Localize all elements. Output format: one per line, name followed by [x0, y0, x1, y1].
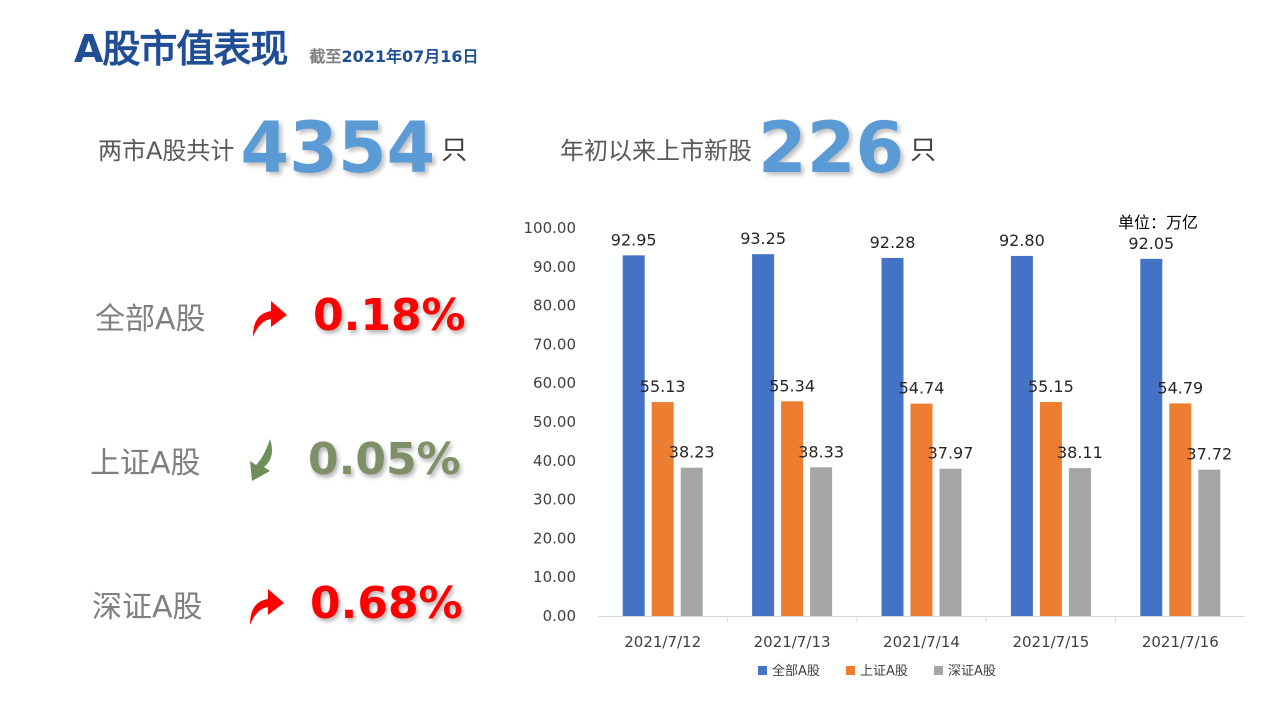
bar [910, 403, 933, 616]
bar [1140, 258, 1163, 616]
legend: 全部A股 上证A股 深证A股 [758, 663, 996, 679]
index-name: 深证A股 [92, 589, 203, 625]
data-label: 92.28 [870, 233, 916, 252]
y-tick-label: 90.00 [533, 258, 576, 276]
unit-label: 单位：万亿 [1118, 213, 1198, 232]
data-label: 38.11 [1057, 443, 1103, 462]
data-label: 93.25 [740, 229, 786, 248]
data-label: 55.13 [640, 377, 686, 396]
data-label: 37.97 [928, 444, 974, 463]
index-change: 0.05% [308, 434, 461, 485]
data-label: 54.79 [1157, 378, 1203, 397]
y-tick-label: 50.00 [533, 413, 576, 431]
stat-unit: 只 [910, 135, 937, 166]
subtitle-prefix: 截至 [309, 47, 342, 66]
bar [651, 402, 674, 616]
index-row-shanghai: 上证A股 0.05% [90, 434, 461, 485]
stat-unit: 只 [441, 135, 468, 166]
bar [1068, 468, 1091, 616]
bar [939, 468, 962, 616]
legend-swatch [758, 666, 767, 675]
market-cap-bar-chart: 0.00 10.00 20.00 30.00 40.00 50.00 60.00 70.00 8… [524, 213, 1245, 679]
data-label: 55.15 [1028, 377, 1074, 396]
legend-swatch [846, 666, 855, 675]
y-tick-label: 100.00 [524, 219, 577, 237]
subtitle-date: 2021年07月16日 [341, 47, 479, 66]
y-tick-label: 30.00 [533, 491, 576, 509]
curved-up-arrow-icon [253, 300, 287, 337]
bar [881, 257, 904, 616]
y-tick-label: 0.00 [543, 607, 576, 625]
stat-new-listings: 年初以来上市新股 226 只 [560, 108, 936, 188]
data-label: 38.23 [669, 443, 715, 462]
index-name: 全部A股 [95, 301, 206, 337]
y-axis: 0.00 10.00 20.00 30.00 40.00 50.00 60.00 70.00 8… [524, 219, 577, 625]
page-title: A股市值表现 [74, 27, 288, 71]
stat-value: 4354 [240, 107, 436, 189]
data-label: 54.74 [899, 379, 945, 398]
curved-up-arrow-icon [250, 588, 284, 625]
x-tick-label: 2021/7/15 [1012, 633, 1089, 651]
title-row: A股市值表现 截至2021年07月16日 [74, 18, 479, 73]
index-change: 0.18% [313, 290, 466, 341]
x-tick-label: 2021/7/13 [754, 633, 831, 651]
x-tick-label: 2021/7/16 [1142, 633, 1219, 651]
stat-value: 226 [758, 107, 905, 189]
bar [1010, 255, 1033, 616]
data-label: 92.80 [999, 231, 1045, 250]
y-tick-label: 10.00 [533, 568, 576, 586]
x-tick-label: 2021/7/12 [624, 633, 701, 651]
index-change: 0.68% [310, 578, 463, 629]
legend-swatch [934, 666, 943, 675]
data-label: 55.34 [769, 376, 815, 395]
bar [781, 401, 804, 616]
stat-label: 两市A股共计 [98, 136, 235, 165]
bar [810, 467, 833, 616]
stat-total-stocks: 两市A股共计 4354 只 [98, 108, 467, 188]
y-tick-label: 40.00 [533, 452, 576, 470]
data-label: 37.72 [1186, 445, 1232, 464]
bar [1198, 469, 1221, 616]
bar [622, 255, 645, 616]
index-name: 上证A股 [90, 445, 201, 481]
y-tick-label: 20.00 [533, 529, 576, 547]
bars: 92.95 55.13 38.23 93.25 55.34 38.33 92.28 54.74… [611, 229, 1232, 616]
x-tick-label: 2021/7/14 [883, 633, 960, 651]
stat-label: 年初以来上市新股 [560, 136, 752, 165]
data-label: 92.95 [611, 230, 657, 249]
curved-down-arrow-icon [250, 438, 272, 481]
y-tick-label: 80.00 [533, 297, 576, 315]
y-tick-label: 70.00 [533, 335, 576, 353]
bar [1169, 403, 1192, 616]
legend-label: 上证A股 [860, 664, 908, 679]
data-label: 38.33 [798, 442, 844, 461]
bar [1039, 402, 1062, 616]
data-label: 92.05 [1128, 234, 1174, 253]
y-tick-label: 60.00 [533, 374, 576, 392]
index-row-shenzhen: 深证A股 0.68% [92, 578, 463, 629]
legend-label: 全部A股 [772, 663, 820, 679]
index-row-all: 全部A股 0.18% [95, 290, 466, 341]
bar [680, 467, 703, 616]
bar [752, 254, 775, 616]
x-axis: 2021/7/12 2021/7/13 2021/7/14 2021/7/15 2021… [598, 616, 1245, 651]
page-subtitle: 截至2021年07月16日 [309, 43, 478, 67]
legend-label: 深证A股 [948, 664, 996, 679]
